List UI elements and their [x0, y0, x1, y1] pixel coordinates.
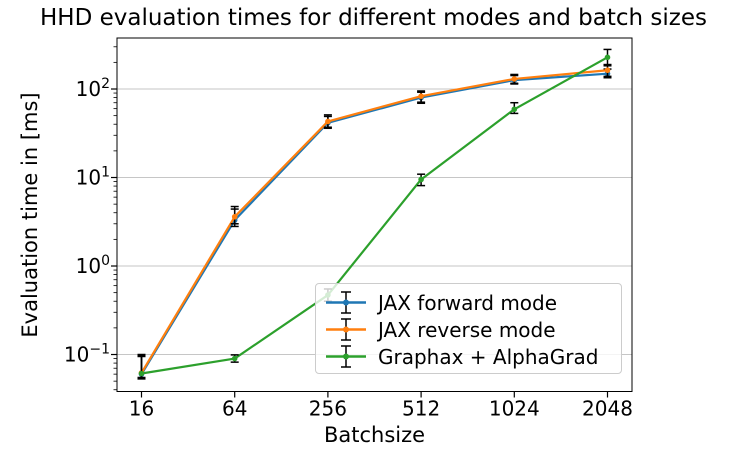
- errorbar-line-icon: [326, 291, 366, 314]
- y-axis-label: Evaluation time in [ms]: [18, 92, 42, 338]
- legend-label: JAX forward mode: [378, 290, 558, 315]
- x-tick-label: 64: [222, 397, 247, 421]
- x-tick-label: 512: [402, 397, 440, 421]
- y-tick-label: 10−1: [64, 342, 110, 367]
- data-point-marker: [604, 54, 611, 61]
- series-line: [140, 69, 609, 374]
- data-point-marker: [138, 370, 145, 377]
- chart-title: HHD evaluation times for different modes…: [39, 5, 707, 31]
- data-point-marker: [511, 76, 518, 82]
- data-point-marker: [231, 213, 238, 220]
- data-point-marker: [418, 176, 424, 183]
- series-line: [140, 72, 609, 376]
- data-point-marker: [604, 67, 611, 74]
- data-point-marker: [511, 106, 518, 113]
- y-tick-label: 100: [76, 253, 110, 278]
- legend: JAX forward mode JAX reverse mode Grapha…: [315, 283, 622, 374]
- legend-entry-graphax-alphagrad: Graphax + AlphaGrad: [325, 343, 613, 370]
- data-point-marker: [418, 93, 424, 99]
- x-tick-label: 16: [129, 397, 154, 421]
- axes-spines: [116, 37, 633, 392]
- y-tick-label: 102: [76, 76, 110, 101]
- errorbar-line-icon: [326, 318, 366, 341]
- errorbar-line-icon: [326, 345, 366, 368]
- x-tick-label: 2048: [582, 397, 633, 421]
- legend-entry-jax-forward: JAX forward mode: [325, 289, 613, 316]
- data-point-marker: [231, 355, 238, 362]
- legend-entry-jax-reverse: JAX reverse mode: [325, 316, 613, 343]
- x-axis-label: Batchsize: [323, 423, 426, 447]
- legend-label: Graphax + AlphaGrad: [378, 344, 599, 369]
- x-tick-label: 1024: [489, 397, 540, 421]
- y-tick-label: 101: [76, 165, 110, 190]
- x-tick-label: 256: [309, 397, 347, 421]
- series-line: [140, 56, 609, 375]
- data-point-marker: [325, 118, 331, 125]
- legend-label: JAX reverse mode: [378, 317, 556, 342]
